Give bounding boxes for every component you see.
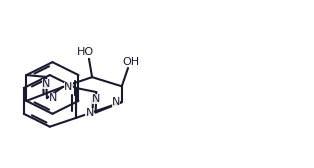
Text: N: N (42, 79, 50, 89)
Text: HO: HO (77, 48, 95, 57)
Text: N: N (111, 97, 120, 107)
Text: N: N (85, 108, 94, 118)
Text: N: N (64, 82, 73, 92)
Text: N: N (92, 94, 100, 104)
Text: N: N (49, 93, 57, 103)
Text: OH: OH (122, 57, 140, 67)
